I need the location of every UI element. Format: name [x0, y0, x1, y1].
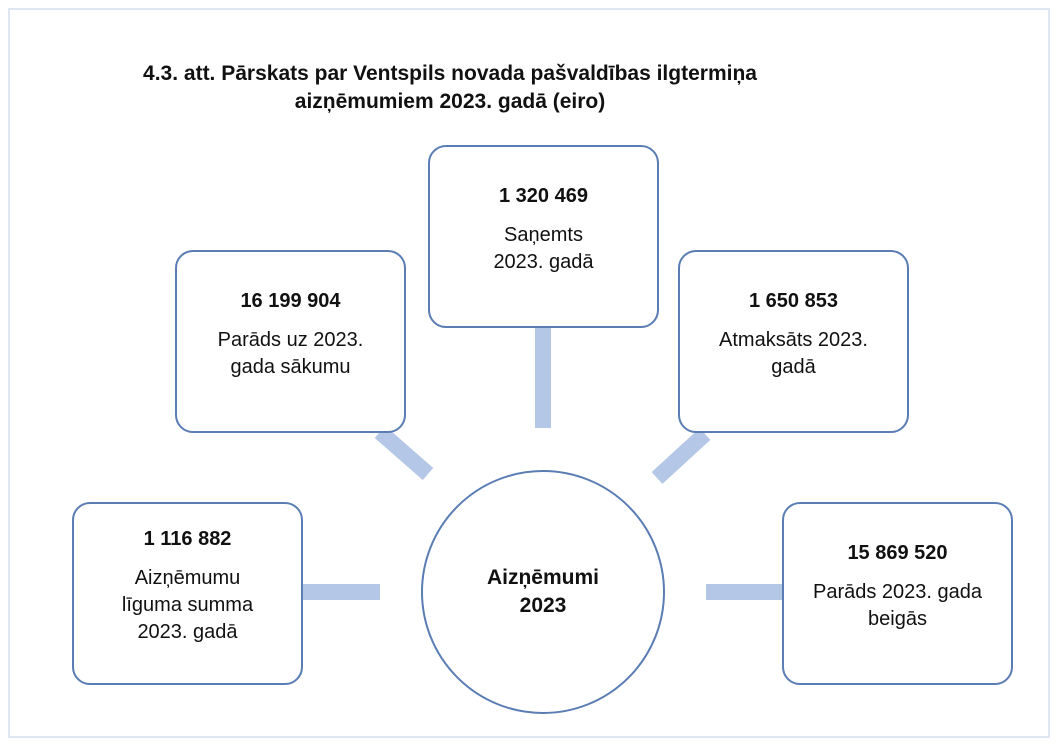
node: 1 116 882 Aizņēmumu līguma summa 2023. g…	[72, 502, 303, 685]
center-node: Aizņēmumi 2023	[421, 470, 665, 714]
frame	[8, 8, 1050, 738]
node: 16 199 904 Parāds uz 2023. gada sākumu	[175, 250, 406, 433]
node-value: 1 116 882	[143, 528, 232, 550]
node: 1 650 853 Atmaksāts 2023. gadā	[678, 250, 909, 433]
connector	[374, 425, 434, 481]
title-line: aizņēmumiem 2023. gadā (eiro)	[294, 90, 606, 113]
node-label: Saņemts 2023. gadā	[493, 224, 594, 273]
node-value: 15 869 520	[847, 542, 948, 564]
connector	[651, 428, 711, 484]
node-label: Parāds uz 2023. gada sākumu	[217, 329, 364, 378]
node-value: 1 320 469	[499, 185, 588, 207]
node: 1 320 469 Saņemts 2023. gadā	[428, 145, 659, 328]
node-value: 1 650 853	[749, 290, 838, 312]
node-label: Atmaksāts 2023. gadā	[719, 329, 868, 378]
node-label: Parāds 2023. gada beigās	[812, 581, 983, 630]
node-value: 16 199 904	[240, 290, 341, 312]
node-label: Aizņēmumu līguma summa 2023. gadā	[121, 567, 254, 643]
node: 15 869 520 Parāds 2023. gada beigās	[782, 502, 1013, 685]
title-line: 4.3. att. Pārskats par Ventspils novada …	[143, 62, 757, 85]
